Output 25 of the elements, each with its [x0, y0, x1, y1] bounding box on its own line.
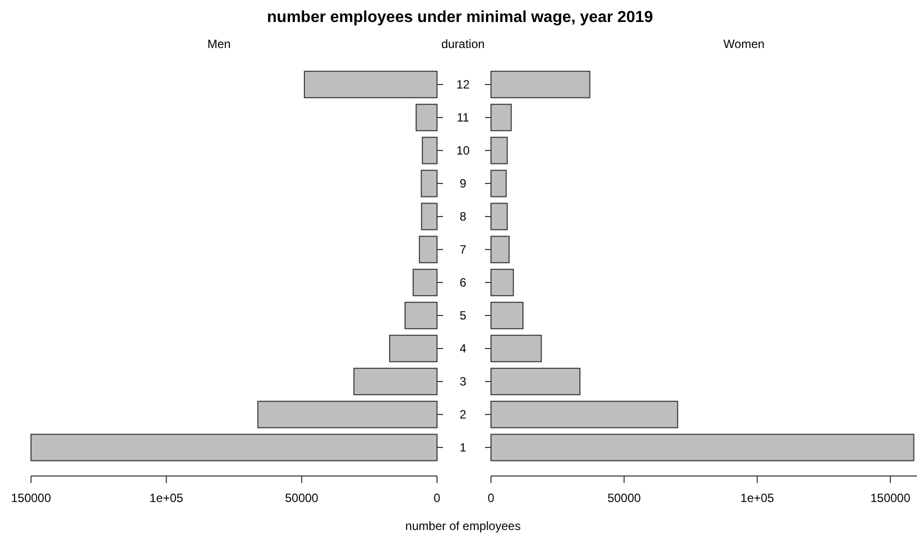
y-tick-label: 2 [460, 408, 467, 422]
chart-title: Women [723, 37, 765, 51]
x-tick-label: 50000 [607, 491, 642, 505]
y-tick-label: 5 [460, 308, 467, 322]
chart-title: number employees under minimal wage, year 2019 [267, 9, 654, 26]
x-tick-label: 1e+05 [740, 491, 774, 505]
y-tick-label: 12 [456, 78, 470, 92]
y-tick-label: 11 [456, 110, 470, 124]
y-axis-title: duration [441, 37, 485, 51]
x-tick-label: 0 [434, 491, 441, 505]
x-tick-label: 50000 [284, 491, 319, 505]
x-tick-label: 150000 [10, 491, 52, 505]
x-tick-label: 150000 [870, 491, 911, 505]
y-tick-label: 6 [460, 276, 467, 290]
chart-subtitle: Men [207, 37, 231, 51]
y-tick-label: 7 [460, 242, 467, 256]
x-axis-title: number of employees [405, 519, 521, 533]
y-tick-label: 8 [460, 210, 467, 224]
y-tick-label: 1 [460, 440, 467, 454]
y-tick-label: 10 [456, 144, 470, 158]
y-tick-label: 3 [460, 374, 467, 388]
y-tick-label: 9 [460, 176, 467, 190]
x-tick-label: 0 [488, 491, 495, 505]
x-tick-label: 1e+05 [149, 491, 184, 505]
y-tick-label: 4 [460, 342, 467, 356]
